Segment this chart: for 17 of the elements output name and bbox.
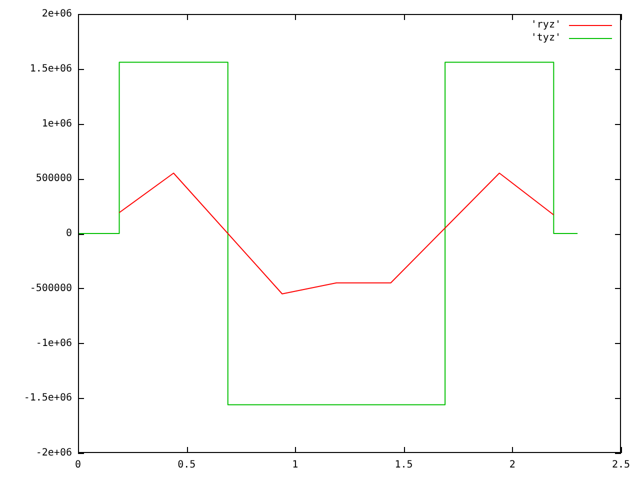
y-tick-label: -1.5e+06 — [24, 392, 72, 404]
y-tick-label: -500000 — [30, 282, 72, 294]
y-tick-label: -2e+06 — [36, 448, 72, 459]
legend-label: 'tyz' — [530, 32, 561, 44]
y-tick-label: -1e+06 — [36, 338, 72, 349]
legend-label: 'ryz' — [530, 20, 561, 31]
x-tick-label: 2 — [509, 460, 516, 471]
x-tick-label: 1.5 — [394, 460, 413, 471]
y-tick-label: 1.5e+06 — [30, 63, 72, 74]
y-tick-label: 500000 — [36, 173, 72, 184]
y-tick-label: 0 — [66, 228, 72, 240]
x-tick-label: 2.5 — [612, 460, 630, 471]
x-tick-label: 1 — [292, 460, 298, 471]
x-tick-label: 0 — [74, 460, 82, 471]
y-tick-label: 1e+06 — [42, 118, 72, 130]
x-tick-label: 0.5 — [178, 460, 196, 471]
y-tick-label: 2e+06 — [42, 8, 72, 20]
